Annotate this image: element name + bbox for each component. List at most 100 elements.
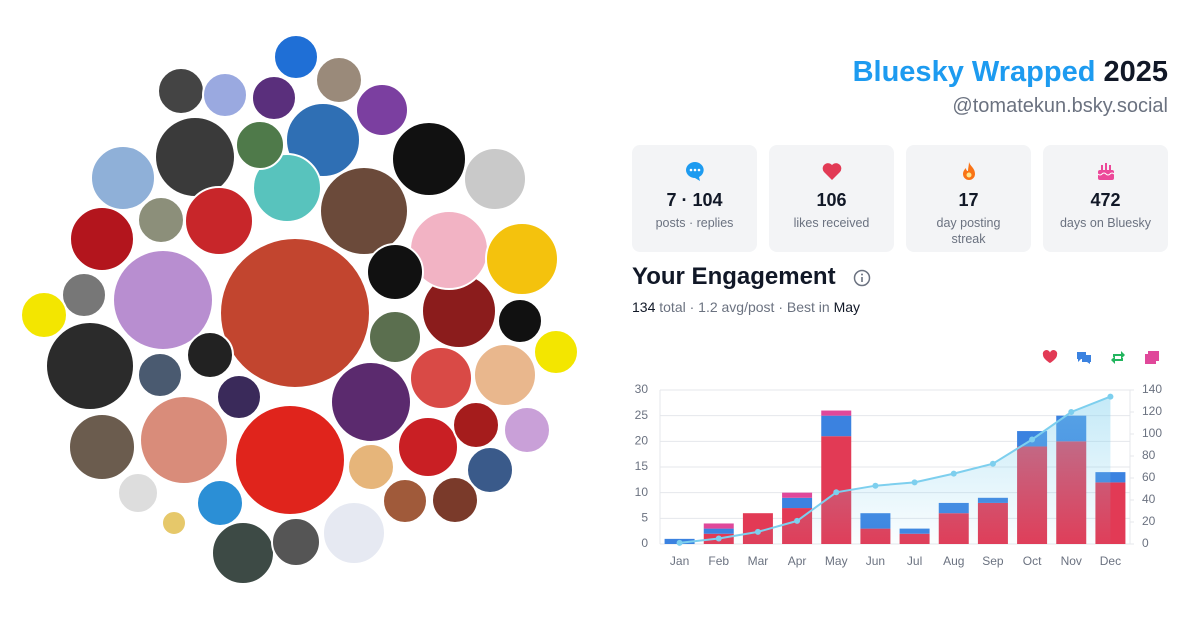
avatar[interactable] [196,479,244,527]
avatar[interactable] [368,310,422,364]
summary: 134 total · 1.2 avg/post · Best in May [632,299,860,315]
x-tick-label: Jul [907,554,922,568]
avatar[interactable] [466,446,514,494]
avatar[interactable] [20,291,68,339]
line [679,395,1111,544]
line-point [1029,436,1036,443]
avatar[interactable] [485,222,559,296]
avatar[interactable] [235,120,285,170]
y-tick-label: 0 [641,536,648,550]
title: Bluesky Wrapped 2025 [853,56,1168,89]
avatar[interactable] [117,472,159,514]
avatar[interactable] [503,406,551,454]
stat-value: 7 · 104 [666,190,723,210]
y-tick-label: 5 [641,511,648,525]
avatar[interactable] [112,249,214,351]
x-tick-label: May [825,554,848,568]
legend-icon[interactable] [1077,352,1091,364]
y-tick-label: 10 [635,485,649,499]
avatar[interactable] [397,416,459,478]
avatar[interactable] [382,478,428,524]
avatar[interactable] [391,121,467,197]
line-point [754,528,761,535]
y2-tick-label: 120 [1142,404,1162,418]
avatar[interactable] [473,343,537,407]
avatar[interactable] [431,476,479,524]
avatar[interactable] [252,153,322,223]
x-tick-label: Mar [748,554,769,568]
avatar[interactable] [61,272,107,318]
bar-segment [782,492,813,498]
avatar[interactable] [347,443,395,491]
y2-tick-label: 20 [1142,514,1156,528]
avatar[interactable] [463,147,527,211]
stat-icon [1097,163,1114,180]
handle: @tomatekun.bsky.social [952,95,1168,117]
avatar[interactable] [271,517,321,567]
title-text: Bluesky Wrapped [852,56,1096,88]
avatar[interactable] [533,329,579,375]
avatar[interactable] [157,67,205,115]
line-point [794,517,801,524]
line-point [715,535,722,542]
avatar[interactable] [216,374,262,420]
avatar[interactable] [137,196,185,244]
avatar[interactable] [355,83,409,137]
avatar[interactable] [330,361,412,443]
x-tick-label: Nov [1061,554,1082,568]
area [679,396,1111,544]
avatar[interactable] [186,331,234,379]
avatar[interactable] [219,237,371,389]
avatar[interactable] [90,145,156,211]
legend-icon[interactable] [1145,351,1159,364]
avatar[interactable] [161,510,187,536]
info-icon[interactable] [852,268,872,288]
line-point [950,470,957,477]
x-tick-label: Dec [1100,554,1121,568]
avatar[interactable] [139,395,229,485]
avatar[interactable] [154,116,236,198]
avatar[interactable] [315,56,363,104]
avatar[interactable] [68,413,136,481]
x-tick-label: Apr [788,554,807,568]
y2-tick-label: 80 [1142,448,1156,462]
line-point [833,489,840,496]
stat-label: likes received [793,216,870,230]
avatar[interactable] [497,298,543,344]
avatar[interactable] [273,34,319,80]
avatar[interactable] [322,501,386,565]
avatar[interactable] [409,346,473,410]
avatar[interactable] [366,243,424,301]
line-point [989,460,996,467]
y-tick-label: 20 [635,434,649,448]
legend-icon[interactable] [1042,350,1058,363]
avatar[interactable] [211,521,275,585]
avatar[interactable] [202,72,248,118]
line-point [676,539,683,546]
avatar-cloud [20,34,579,585]
avatar[interactable] [234,404,346,516]
stat-card: 472 days on Bluesky [1043,145,1168,252]
avatar[interactable] [137,352,183,398]
stat-icon [822,163,841,180]
avatar[interactable] [251,75,297,121]
bar-segment [821,415,852,437]
stat-label: posts · replies [655,216,734,230]
avatar[interactable] [184,186,254,256]
y2-tick-label: 100 [1142,426,1162,440]
y2-tick-label: 60 [1142,470,1156,484]
avatar[interactable] [45,321,135,411]
stat-icon [962,162,975,180]
bar-segment [703,523,734,529]
legend-icon[interactable] [1111,351,1125,364]
bar-segment [782,497,813,509]
summary-text: total · 1.2 avg/post · Best in [655,299,834,315]
x-tick-label: Sep [982,554,1004,568]
avatar[interactable] [319,166,409,256]
avatar[interactable] [452,401,500,449]
bar-segment [821,410,852,416]
avatar[interactable] [69,206,135,272]
stat-label: day posting streak [936,216,1001,246]
